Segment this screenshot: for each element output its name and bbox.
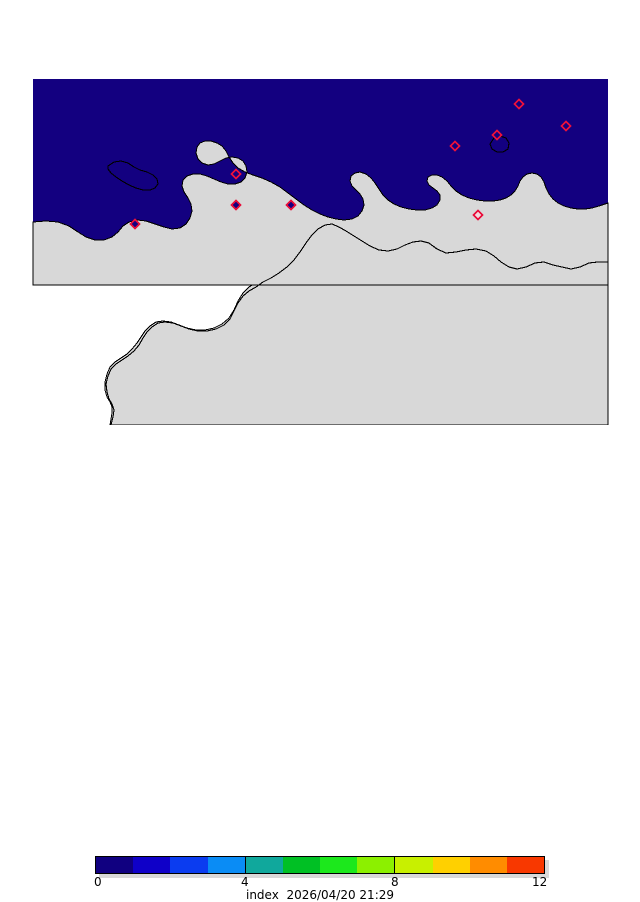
colorbar-segment — [394, 857, 433, 873]
colorbar-scale[interactable] — [95, 856, 545, 874]
map-canvas[interactable] — [0, 0, 640, 426]
station-marker[interactable] — [230, 168, 242, 180]
land-saanich-peninsula — [32, 140, 609, 286]
map-panel — [0, 0, 640, 426]
colorbar-segment — [282, 857, 321, 873]
station-marker[interactable] — [230, 199, 242, 211]
station-marker[interactable] — [129, 218, 141, 230]
coast-mainland-north — [255, 223, 608, 288]
station-marker-layer[interactable] — [129, 98, 572, 230]
colorbar-panel: 0 4 8 12 index 2026/04/20 21:29 — [0, 425, 640, 902]
colorbar-caption: index 2026/04/20 21:29 — [245, 888, 395, 902]
colorbar-tick-label: 8 — [390, 875, 399, 889]
coastline-layer — [105, 135, 608, 426]
station-marker[interactable] — [449, 140, 461, 152]
colorbar-segment — [506, 857, 545, 873]
coast-island-ne — [489, 135, 510, 153]
colorbar-segment — [469, 857, 507, 873]
coast-island-nw — [107, 160, 159, 191]
colorbar-segment — [357, 857, 395, 873]
coast-south-mainland — [105, 286, 257, 426]
land-layer — [32, 140, 609, 426]
colorbar-segment — [133, 857, 171, 873]
station-marker[interactable] — [285, 199, 297, 211]
colorbar-segment — [96, 857, 134, 873]
station-marker[interactable] — [513, 98, 525, 110]
colorbar-segment — [244, 857, 283, 873]
colorbar-segment — [207, 857, 245, 873]
station-marker[interactable] — [560, 120, 572, 132]
station-marker[interactable] — [472, 209, 484, 221]
colorbar-tick-label: 0 — [94, 875, 102, 889]
colorbar-segment — [320, 857, 358, 873]
colorbar-tick-label: 4 — [240, 875, 249, 889]
colorbar-segment — [432, 857, 470, 873]
colorbar-segment — [170, 857, 208, 873]
station-marker[interactable] — [491, 129, 503, 141]
colorbar-tick-label: 12 — [532, 875, 548, 889]
